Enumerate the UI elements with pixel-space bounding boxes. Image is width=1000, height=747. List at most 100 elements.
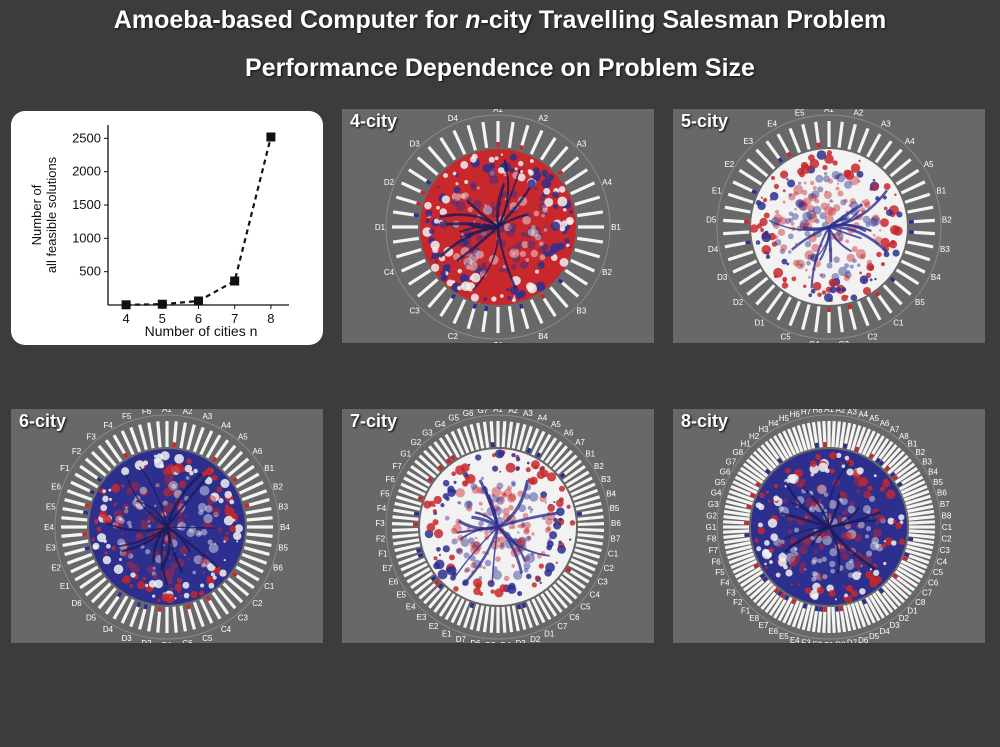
dish-blob [190,590,198,599]
lane [416,156,439,176]
dish-blob [510,153,517,161]
city-label: E2 [724,160,734,169]
dish-blob [774,239,782,246]
lane [539,136,557,161]
dish-blob [183,553,186,557]
dish-blob [120,532,124,536]
dish-blob [539,581,543,585]
dish-blob [512,245,517,251]
dish-blob [431,252,439,260]
dish-blob [535,232,543,240]
city-label: F3 [375,519,385,528]
dish-blob [494,506,503,515]
dish-blob [541,179,552,189]
dish-blob [118,558,122,561]
lane [868,594,885,619]
dish-blob [553,517,558,523]
dish-blob [550,254,558,261]
dish-blob [193,468,198,474]
dish-blob [154,504,157,508]
dish-blob [798,181,802,185]
lane [544,590,563,613]
lane [846,604,857,631]
lane [801,604,812,631]
dish-blob [789,562,792,565]
dish-blob [787,529,793,535]
dish-blob [774,209,780,215]
dish-blob [540,469,549,478]
lane [734,475,760,491]
lane [552,583,573,605]
lane-tip [878,460,885,467]
lane [84,577,107,597]
dish-blob [499,470,502,473]
dish-blob [470,562,477,569]
dish-blob [445,566,452,573]
dish-blob [111,483,121,493]
dish-blob [852,258,857,264]
dish-blob [511,298,516,303]
dish-blob [546,472,557,482]
dish-blob [483,566,486,570]
dish-blob [791,213,799,221]
dish-blob [823,175,831,183]
lane [837,306,844,333]
lane-tip [868,453,875,460]
dish-blob [488,156,495,163]
lane [395,495,422,506]
dish-blob [812,205,822,215]
dish-blob [872,178,876,182]
dish-blob [440,270,446,277]
lane [90,582,112,604]
dish-blob [206,467,214,475]
dish-blob [839,492,848,500]
dish-blob [549,531,558,540]
dish-blob [462,471,469,478]
dish-blob [190,530,195,534]
dish-blob [530,249,539,258]
dish-blob [881,543,887,549]
outer-ring [716,114,942,340]
lane [727,250,754,262]
dish-blob [207,539,213,545]
dish-blob [442,545,450,553]
lane [565,470,590,487]
dish-blob [794,551,799,556]
lane [796,425,808,451]
dish-blob [850,590,859,598]
lane [723,515,750,521]
dish-vein [105,522,168,532]
dish-blob [779,248,786,254]
outer-ring [385,414,611,640]
dish-blob [429,500,436,507]
dish-blob [199,557,208,566]
city-label: E1 [60,582,70,591]
dish-blob [477,486,485,495]
dish-blob [432,509,437,514]
city-label: C4 [384,268,395,277]
dish-blob [520,169,524,173]
lane [217,444,237,467]
lane-tip [902,555,909,562]
lane-tip [847,304,852,310]
city-label: C4 [221,625,232,634]
dish-vein [497,526,527,563]
dish-blob [809,507,813,511]
dish-blob [801,189,808,196]
dish-vein [439,225,499,259]
dish-blob [856,467,864,475]
dish-blob [811,243,820,253]
dish-blob [102,489,106,494]
dish-blob [827,207,837,216]
city-label: B4 [538,332,548,341]
dish-blob [815,174,824,183]
dish-blob [761,245,772,255]
chart-x-tick-label: 7 [231,311,238,326]
city-label: G1 [706,523,717,532]
lane [456,600,470,626]
lane [907,240,934,249]
dish-blob [865,550,873,557]
dish-blob [773,267,784,278]
lane [450,598,465,624]
lane [866,133,882,158]
